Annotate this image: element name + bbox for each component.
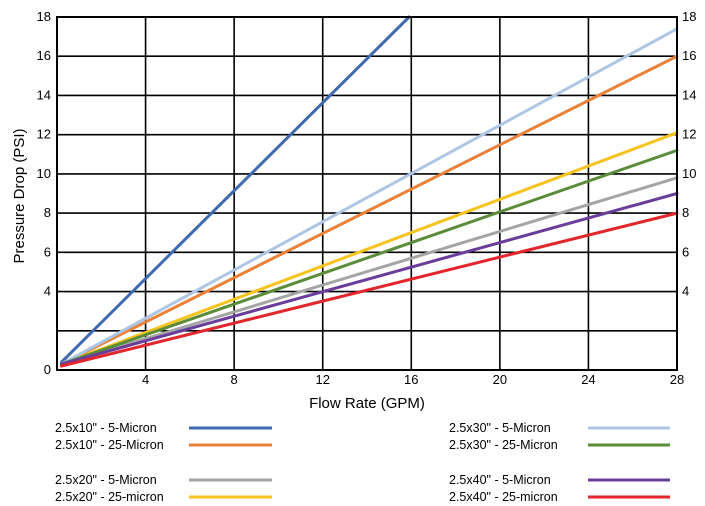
y-tick-label-right: 4 xyxy=(682,284,689,299)
x-tick-label: 4 xyxy=(142,372,149,387)
x-tick-label: 12 xyxy=(315,372,329,387)
y-tick-labels-left: 0 4 6 8 10 12 14 16 18 xyxy=(37,9,51,377)
legend-item: 2.5x30" - 5-Micron xyxy=(449,421,670,435)
series-line-1 xyxy=(59,15,411,364)
y-tick-label: 10 xyxy=(37,166,51,181)
y-tick-labels-right: 4 6 8 10 12 14 16 18 xyxy=(682,9,696,299)
y-tick-label: 14 xyxy=(37,87,51,102)
y-tick-label: 16 xyxy=(37,48,51,63)
x-tick-label: 8 xyxy=(231,372,238,387)
legend-label: 2.5x20" - 5-Micron xyxy=(55,473,157,487)
x-tick-label: 24 xyxy=(581,372,595,387)
plot-frame xyxy=(56,16,678,371)
legend-label: 2.5x30" - 25-Micron xyxy=(449,438,558,452)
x-tick-label: 20 xyxy=(493,372,507,387)
legend-item: 2.5x20" - 25-micron xyxy=(55,490,272,504)
legend-label: 2.5x10" - 25-Micron xyxy=(55,438,164,452)
y-tick-label-right: 16 xyxy=(682,48,696,63)
x-axis-label: Flow Rate (GPM) xyxy=(309,395,425,412)
y-tick-label-right: 14 xyxy=(682,87,696,102)
legend-item: 2.5x20" - 5-Micron xyxy=(55,473,272,487)
series-line-3 xyxy=(59,176,679,366)
y-tick-label: 18 xyxy=(37,9,51,24)
legend-label: 2.5x40" - 25-micron xyxy=(449,490,558,504)
x-tick-label: 16 xyxy=(404,372,418,387)
legend-item: 2.5x40" - 25-micron xyxy=(449,490,670,504)
y-tick-label: 12 xyxy=(37,127,51,142)
legend-item: 2.5x30" - 25-Micron xyxy=(449,438,670,452)
series-line-4 xyxy=(59,131,679,366)
legend-label: 2.5x10" - 5-Micron xyxy=(55,421,157,435)
series-line-8 xyxy=(59,211,679,368)
legend-label: 2.5x20" - 25-micron xyxy=(55,490,164,504)
legend-item: 2.5x40" - 5-Micron xyxy=(449,473,670,487)
legend-item: 2.5x10" - 5-Micron xyxy=(55,421,272,435)
legend-label: 2.5x40" - 5-Micron xyxy=(449,473,551,487)
series-line-6 xyxy=(59,148,679,366)
y-tick-label-right: 10 xyxy=(682,166,696,181)
legend: 2.5x10" - 5-Micron 2.5x10" - 25-Micron 2.5… xyxy=(55,421,670,504)
y-tick-label: 4 xyxy=(44,284,51,299)
series-line-2 xyxy=(59,54,679,366)
y-tick-label: 6 xyxy=(44,244,51,259)
y-tick-label: 8 xyxy=(44,205,51,220)
y-tick-label-right: 8 xyxy=(682,205,689,220)
series-line-7 xyxy=(59,192,679,366)
y-tick-label-right: 12 xyxy=(682,127,696,142)
y-tick-label: 0 xyxy=(44,362,51,377)
y-tick-label-right: 18 xyxy=(682,9,696,24)
x-tick-labels: 4 8 12 16 20 24 28 xyxy=(142,372,684,387)
legend-label: 2.5x30" - 5-Micron xyxy=(449,421,551,435)
series-lines xyxy=(59,15,679,368)
y-tick-label-right: 6 xyxy=(682,244,689,259)
legend-item: 2.5x10" - 25-Micron xyxy=(55,438,272,452)
y-axis-label: Pressure Drop (PSI) xyxy=(11,128,28,263)
x-tick-label: 28 xyxy=(670,372,684,387)
series-line-5 xyxy=(59,27,679,366)
